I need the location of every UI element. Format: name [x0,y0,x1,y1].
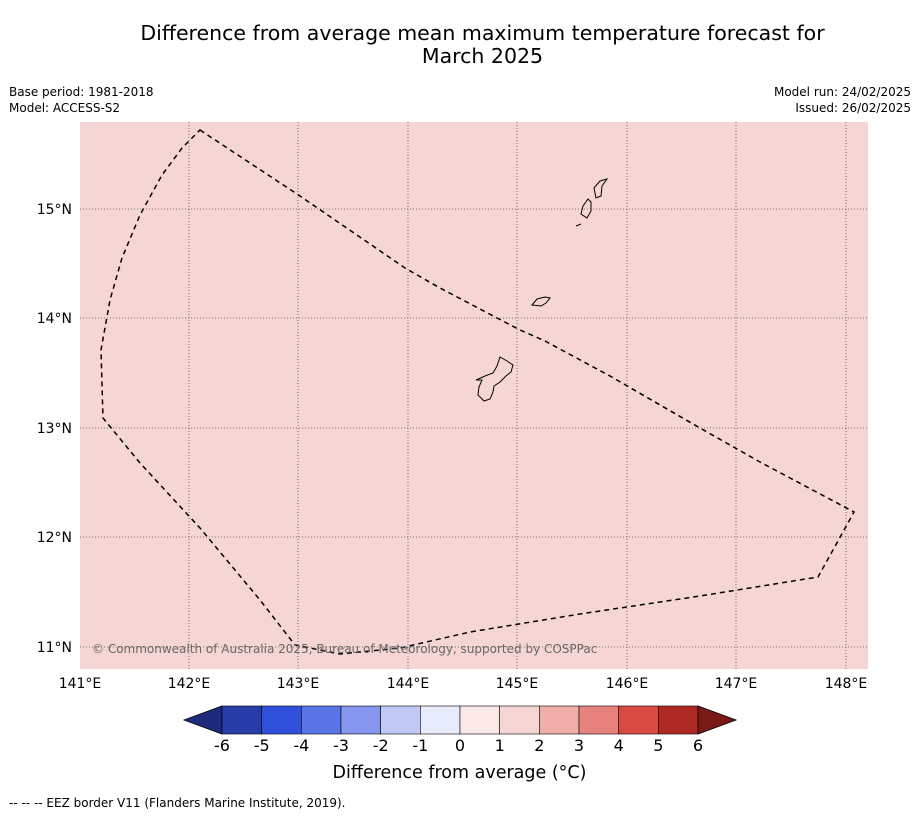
tinian-island [580,198,592,219]
saipan-island [593,178,609,199]
colorbar-tick-label: -3 [333,736,349,755]
base-period: Base period: 1981-2018 [9,85,154,99]
latitude-labels: 15°N 14°N 13°N 12°N 11°N [37,202,72,656]
colorbar-segment [261,705,302,735]
lat-label: 13°N [37,421,72,437]
colorbar-tick-label: 1 [495,736,505,755]
lon-label: 146°E [606,676,649,692]
colorbar-tick-label: 5 [653,736,663,755]
islands [475,178,609,402]
colorbar-tick-label: 3 [574,736,584,755]
colorbar-segment [340,705,381,735]
copyright-text: © Commonwealth of Australia 2025, Bureau… [92,642,597,656]
colorbar-tick-label: -6 [214,736,230,755]
colorbar-segment [578,705,619,735]
graticule [80,122,868,669]
guam-island [475,356,514,402]
colorbar-segment [499,705,540,735]
colorbar-segment [380,705,421,735]
colorbar-tick-label: -4 [293,736,309,755]
colorbar-tick-label: 2 [534,736,544,755]
lon-label: 148°E [825,676,868,692]
colorbar-segment [420,705,461,735]
model-run: Model run: 24/02/2025 [773,85,911,99]
colorbar-segment [658,705,699,735]
lon-label: 144°E [387,676,430,692]
longitude-labels: 141°E 142°E 143°E 144°E 145°E 146°E 147°… [59,676,868,692]
colorbar-tick-label: -2 [373,736,389,755]
lat-label: 14°N [37,311,72,327]
colorbar-title: Difference from average (°C) [332,763,587,783]
colorbar-segment [459,705,500,735]
lon-label: 142°E [168,676,211,692]
eez-border [100,129,856,655]
colorbar-segment [301,705,342,735]
title-line-2: March 2025 [421,44,544,68]
colorbar-segment [221,705,262,735]
map-area [80,122,868,669]
colorbar-tick-label: -1 [412,736,428,755]
colorbar [182,705,738,735]
lon-label: 143°E [277,676,320,692]
colorbar-ticks: -6 -5 -4 -3 -2 -1 0 1 2 3 4 5 6 [214,736,703,755]
colorbar-tick-label: 4 [614,736,624,755]
colorbar-segment [539,705,580,735]
rota-island [531,296,551,307]
lon-label: 141°E [59,676,102,692]
lat-label: 12°N [37,530,72,546]
issued-date: Issued: 26/02/2025 [795,101,911,115]
colorbar-extend-low [182,705,223,735]
colorbar-segment [618,705,659,735]
lon-label: 145°E [496,676,539,692]
lat-label: 11°N [37,640,72,656]
meta-right: Model run: 24/02/2025 Issued: 26/02/2025 [774,84,911,116]
model-name: Model: ACCESS-S2 [9,101,121,115]
colorbar-tick-label: 0 [455,736,465,755]
meta-left: Base period: 1981-2018 Model: ACCESS-S2 [9,84,154,116]
aguijan-island [575,223,582,227]
lon-label: 147°E [715,676,758,692]
colorbar-tick-label: 6 [693,736,703,755]
colorbar-extend-high [697,705,738,735]
title-line-1: Difference from average mean maximum tem… [140,21,825,45]
colorbar-tick-label: -5 [254,736,270,755]
footnote: -- -- -- EEZ border V11 (Flanders Marine… [9,796,346,810]
map-title: Difference from average mean maximum tem… [80,22,885,68]
lat-label: 15°N [37,202,72,218]
